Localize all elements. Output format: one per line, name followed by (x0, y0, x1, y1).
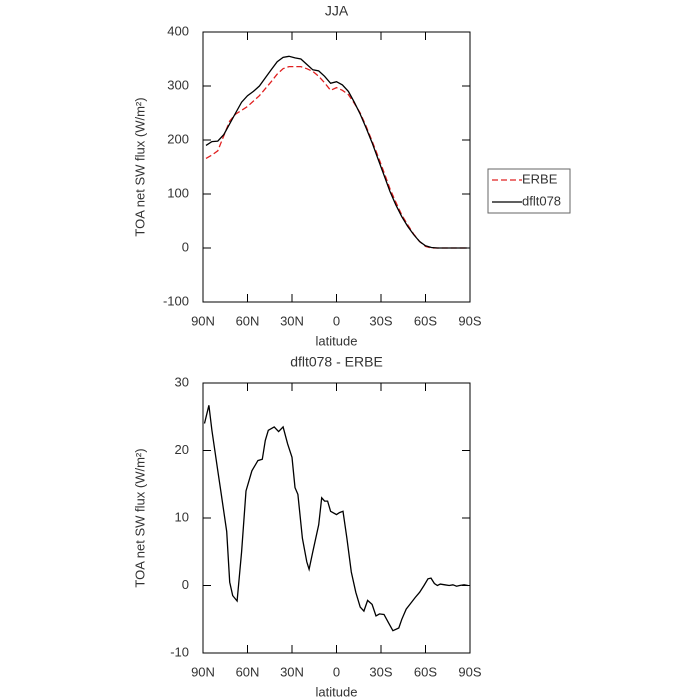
data-line (205, 55, 467, 249)
x-tick-label: 0 (333, 664, 340, 679)
chart-title: JJA (325, 3, 349, 19)
y-tick-label: 400 (167, 23, 189, 38)
x-tick-label: 60N (236, 664, 260, 679)
y-tick-label: 0 (182, 577, 189, 592)
y-tick-label: 20 (175, 442, 189, 457)
data-line (203, 405, 469, 632)
plot-frame (202, 31, 471, 303)
y-axis-label: TOA net SW flux (W/m²) (132, 448, 147, 587)
x-tick-label: 30N (280, 664, 304, 679)
y-tick-label: 0 (182, 239, 189, 254)
x-tick-label: 30S (369, 313, 392, 328)
plot-frame (202, 382, 471, 654)
x-tick-label: 30N (280, 313, 304, 328)
y-tick-label: 30 (175, 374, 189, 389)
y-tick-label: 300 (167, 77, 189, 92)
x-tick-label: 90S (458, 664, 481, 679)
legend-frame (487, 168, 571, 214)
y-tick-label: -10 (170, 644, 189, 659)
legend-label: ERBE (522, 171, 558, 186)
legend-label: dflt078 (522, 193, 561, 208)
y-tick-label: 10 (175, 509, 189, 524)
x-tick-label: 60S (414, 664, 437, 679)
x-axis-label: latitude (316, 684, 358, 699)
chart-title: dflt078 - ERBE (290, 354, 383, 370)
x-tick-label: 90S (458, 313, 481, 328)
y-axis-label: TOA net SW flux (W/m²) (132, 97, 147, 236)
x-tick-label: 0 (333, 313, 340, 328)
x-tick-label: 30S (369, 664, 392, 679)
x-tick-label: 60S (414, 313, 437, 328)
data-line (205, 65, 467, 249)
x-tick-label: 90N (191, 664, 215, 679)
x-tick-label: 60N (236, 313, 260, 328)
x-axis-label: latitude (316, 333, 358, 348)
y-tick-label: 100 (167, 185, 189, 200)
y-tick-label: 200 (167, 131, 189, 146)
y-tick-label: -100 (163, 293, 189, 308)
x-tick-label: 90N (191, 313, 215, 328)
